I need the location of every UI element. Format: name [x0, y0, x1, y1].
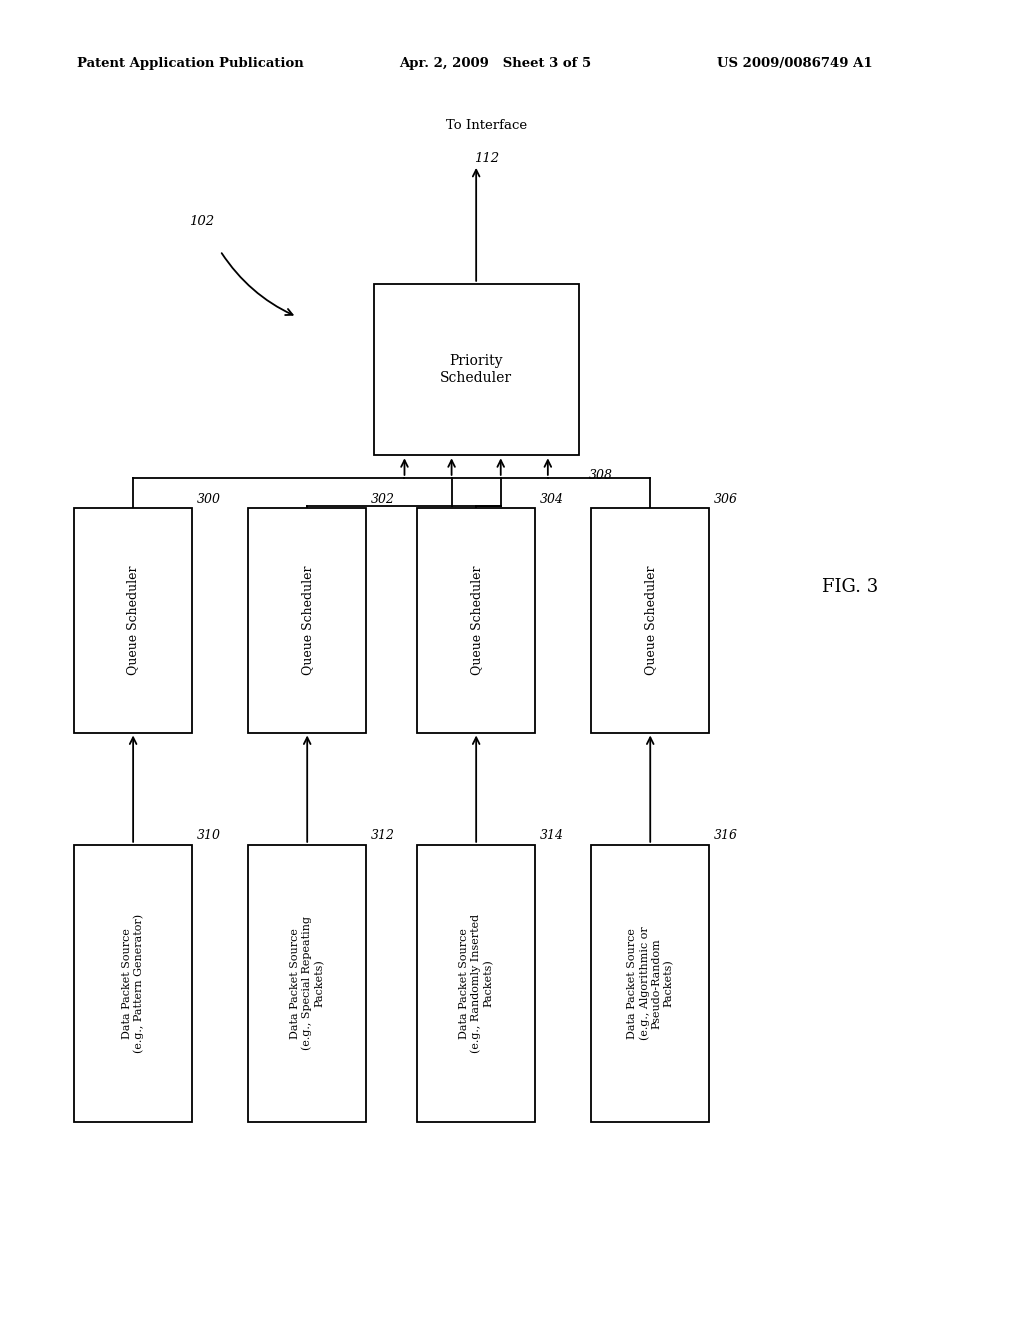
- Text: 316: 316: [715, 829, 738, 842]
- Text: 112: 112: [474, 152, 499, 165]
- Bar: [75, 845, 193, 1122]
- Bar: [248, 508, 367, 733]
- Text: FIG. 3: FIG. 3: [822, 578, 878, 597]
- Text: 308: 308: [589, 469, 612, 482]
- Bar: [592, 845, 709, 1122]
- Text: Data Packet Source
(e.g., Randomly Inserted
Packets): Data Packet Source (e.g., Randomly Inser…: [459, 913, 494, 1053]
- Text: 302: 302: [371, 492, 395, 506]
- Bar: [592, 508, 709, 733]
- Bar: [418, 845, 536, 1122]
- Text: 314: 314: [541, 829, 564, 842]
- Text: 310: 310: [197, 829, 221, 842]
- Text: Priority
Scheduler: Priority Scheduler: [440, 355, 512, 384]
- Text: 300: 300: [197, 492, 221, 506]
- Text: Apr. 2, 2009   Sheet 3 of 5: Apr. 2, 2009 Sheet 3 of 5: [399, 57, 592, 70]
- Bar: [374, 284, 579, 455]
- Text: Data Packet Source
(e.g., Special Repeating
Packets): Data Packet Source (e.g., Special Repeat…: [290, 916, 325, 1051]
- Text: 312: 312: [371, 829, 395, 842]
- Text: Data Packet Source
(e.g., Algorithmic or
Pseudo-Random
Packets): Data Packet Source (e.g., Algorithmic or…: [628, 927, 673, 1040]
- Text: Queue Scheduler: Queue Scheduler: [127, 566, 139, 675]
- Bar: [75, 508, 193, 733]
- Text: Data Packet Source
(e.g., Pattern Generator): Data Packet Source (e.g., Pattern Genera…: [122, 913, 144, 1053]
- Bar: [418, 508, 536, 733]
- Bar: [248, 845, 367, 1122]
- Text: Queue Scheduler: Queue Scheduler: [301, 566, 313, 675]
- Text: Queue Scheduler: Queue Scheduler: [644, 566, 656, 675]
- Text: To Interface: To Interface: [445, 119, 527, 132]
- Text: Patent Application Publication: Patent Application Publication: [77, 57, 303, 70]
- Text: Queue Scheduler: Queue Scheduler: [470, 566, 482, 675]
- Text: 304: 304: [541, 492, 564, 506]
- Text: 102: 102: [189, 215, 215, 228]
- Text: 306: 306: [715, 492, 738, 506]
- Text: US 2009/0086749 A1: US 2009/0086749 A1: [717, 57, 872, 70]
